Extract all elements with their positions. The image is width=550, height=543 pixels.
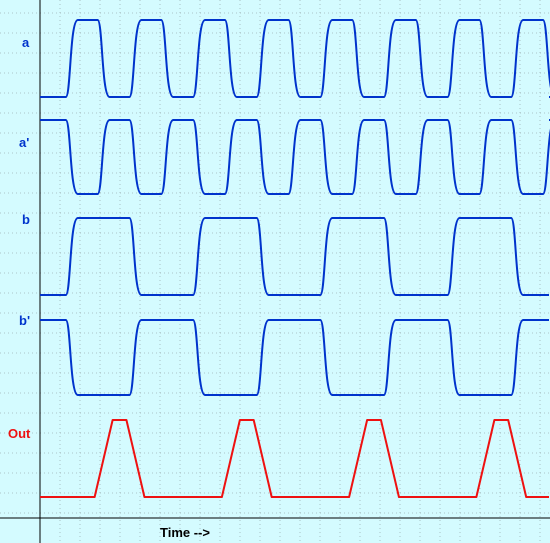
trace-a-prime xyxy=(40,119,550,195)
trace-a xyxy=(40,19,550,98)
series-label-b-prime: b' xyxy=(19,313,30,328)
x-axis-label: Time --> xyxy=(160,525,210,540)
traces xyxy=(40,19,550,498)
trace-b-prime xyxy=(40,319,549,396)
series-label-out: Out xyxy=(8,426,31,441)
series-label-b: b xyxy=(22,212,30,227)
trace-out xyxy=(40,419,549,498)
labels: a a' b b' Out xyxy=(8,35,31,441)
series-label-a-prime: a' xyxy=(19,135,29,150)
series-label-a: a xyxy=(22,35,30,50)
trace-b xyxy=(40,217,549,296)
